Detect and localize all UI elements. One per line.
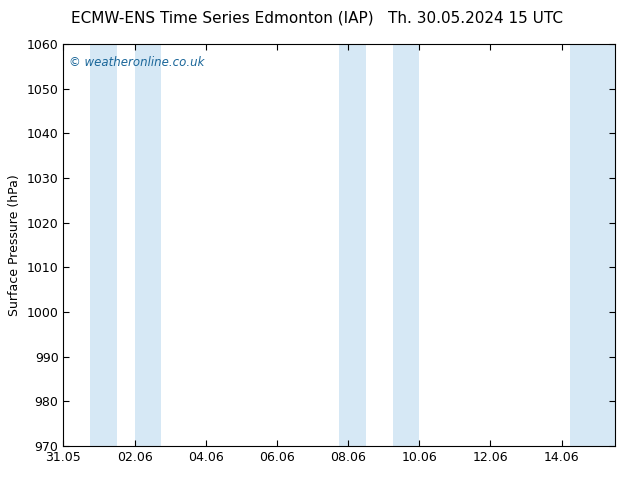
Bar — [571, 44, 615, 446]
Bar — [392, 44, 419, 446]
Y-axis label: Surface Pressure (hPa): Surface Pressure (hPa) — [8, 174, 21, 316]
Text: © weatheronline.co.uk: © weatheronline.co.uk — [69, 56, 204, 69]
Bar — [134, 44, 161, 446]
Bar — [339, 44, 366, 446]
Bar — [90, 44, 117, 446]
Text: ECMW-ENS Time Series Edmonton (IAP): ECMW-ENS Time Series Edmonton (IAP) — [70, 11, 373, 26]
Text: Th. 30.05.2024 15 UTC: Th. 30.05.2024 15 UTC — [388, 11, 563, 26]
